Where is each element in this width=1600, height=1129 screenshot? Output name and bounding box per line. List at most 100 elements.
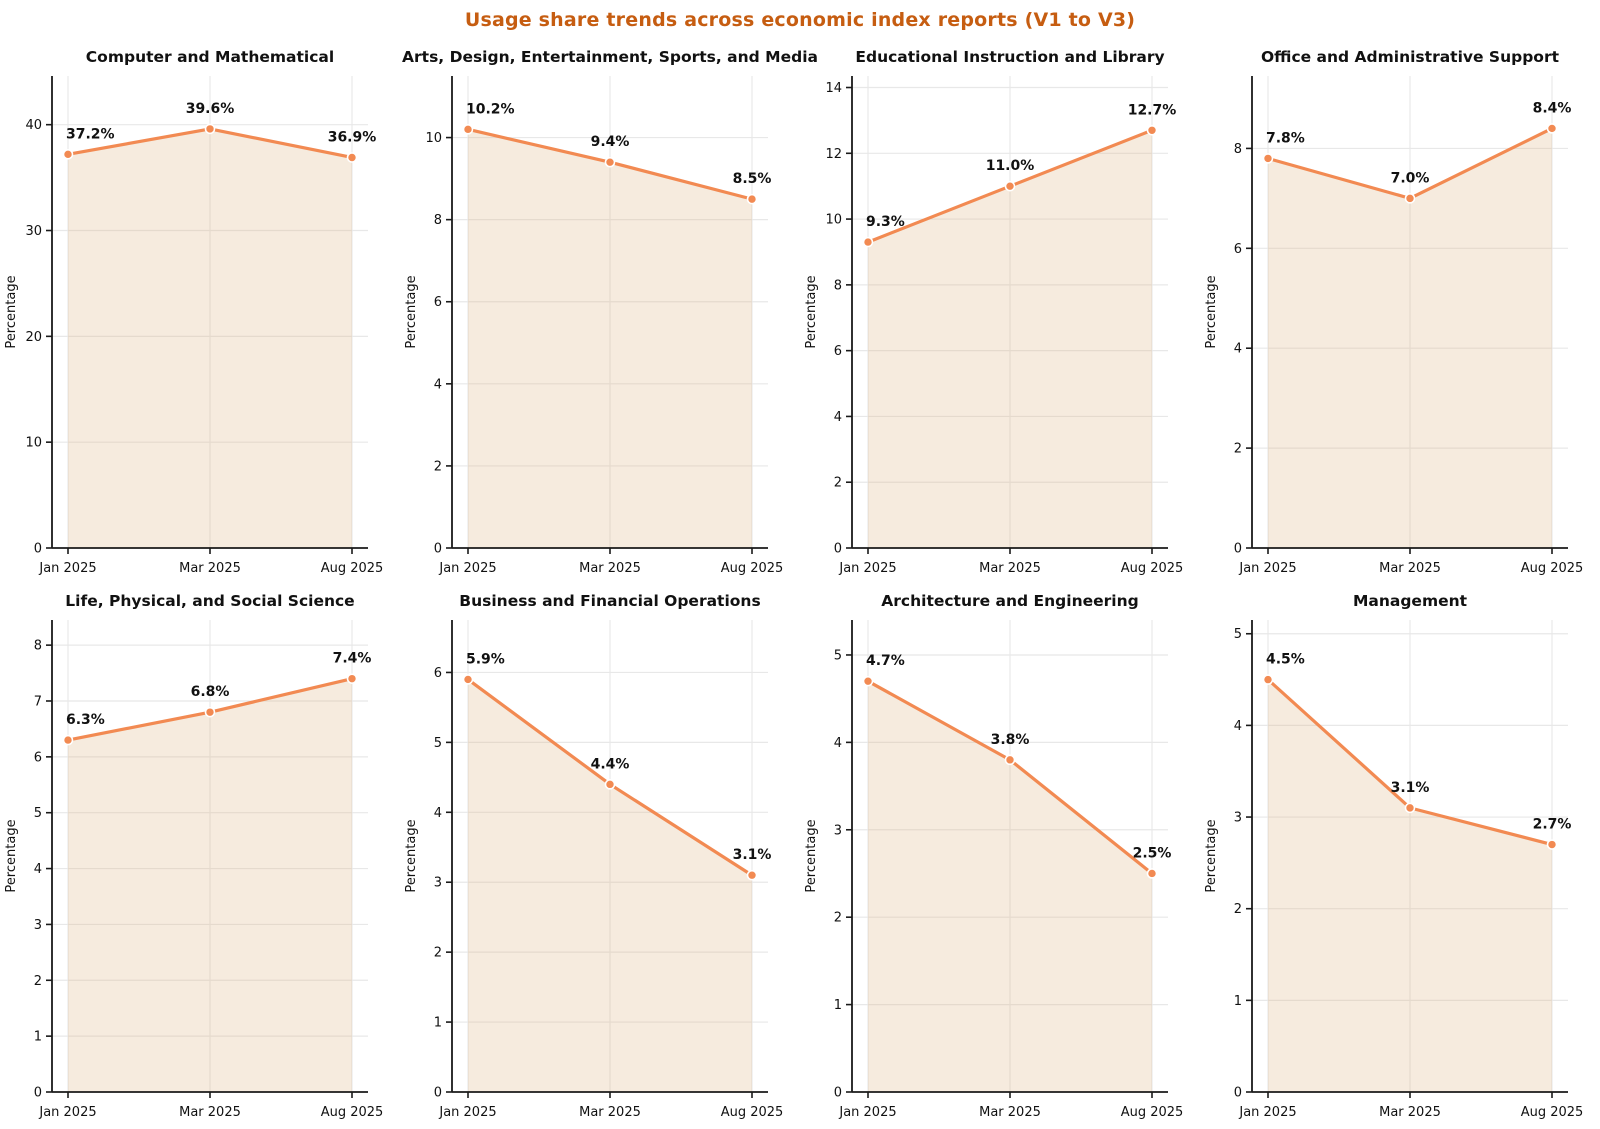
data-point [1004, 754, 1016, 766]
y-tick-label: 0 [434, 542, 442, 557]
y-tick-label: 4 [34, 862, 42, 877]
x-tick-label: Mar 2025 [579, 1105, 641, 1120]
data-point-label: 6.8% [191, 684, 230, 700]
subplot-business-and-financial-operations: 0 1 2 3 4 5 6 Jan 2025 Mar 2025 Aug 2025 5.9% 4.4% 3… [400, 584, 800, 1128]
subplot-architecture-and-engineering: 0 1 2 3 4 5 Jan 2025 Mar 2025 Aug 2025 4.7% 3.8% 2.… [800, 584, 1200, 1128]
data-point-label: 8.4% [1533, 100, 1572, 116]
y-tick-label: 5 [34, 806, 42, 821]
y-tick-label: 1 [1234, 994, 1242, 1009]
y-tick-label: 4 [434, 806, 442, 821]
y-tick-label: 8 [34, 639, 42, 654]
y-tick-label: 4 [434, 377, 442, 392]
y-axis-label: Percentage [1204, 275, 1219, 348]
y-tick-label: 2 [834, 911, 842, 926]
y-axis-label: Percentage [4, 819, 19, 892]
data-point [1262, 674, 1274, 685]
data-point [1004, 180, 1016, 192]
data-point [62, 734, 74, 746]
data-point-label: 3.8% [991, 732, 1030, 748]
x-tick-label: Mar 2025 [979, 1105, 1041, 1120]
y-axis-label: Percentage [404, 819, 419, 892]
x-tick-label: Mar 2025 [1379, 561, 1441, 576]
x-tick-label: Jan 2025 [838, 1105, 896, 1120]
data-point-label: 9.3% [866, 214, 905, 230]
data-point [604, 156, 616, 168]
y-tick-label: 0 [834, 1086, 842, 1101]
area-fill [868, 130, 1152, 548]
y-tick-label: 8 [434, 213, 442, 228]
data-point [462, 124, 474, 135]
x-tick-label: Jan 2025 [38, 1105, 96, 1120]
y-tick-label: 0 [1234, 1086, 1242, 1101]
x-tick-label: Jan 2025 [38, 561, 96, 576]
y-axis-label: Percentage [404, 275, 419, 348]
data-point [1146, 868, 1158, 879]
y-tick-label: 0 [834, 542, 842, 557]
area-fill [1268, 128, 1552, 548]
x-tick-label: Aug 2025 [1121, 1105, 1184, 1120]
y-tick-label: 40 [25, 118, 42, 133]
y-tick-label: 30 [25, 224, 42, 239]
y-tick-label: 2 [1234, 442, 1242, 457]
x-tick-label: Aug 2025 [1521, 561, 1584, 576]
y-tick-label: 1 [34, 1030, 42, 1045]
y-axis-label: Percentage [4, 275, 19, 348]
data-point-label: 10.2% [466, 101, 515, 117]
data-point-label: 8.5% [733, 171, 772, 187]
y-tick-label: 5 [434, 736, 442, 751]
data-point-label: 4.4% [591, 756, 630, 772]
y-tick-label: 4 [834, 736, 842, 751]
data-point-label: 37.2% [66, 126, 115, 142]
subplot-educational-instruction-and-library: 0 2 4 6 8 10 12 14 Jan 2025 Mar 2025 Aug 2025 9.3% 1… [800, 40, 1200, 584]
data-point-label: 7.0% [1391, 170, 1430, 186]
subplot-title: Architecture and Engineering [881, 592, 1138, 610]
x-tick-label: Jan 2025 [838, 561, 896, 576]
x-tick-label: Aug 2025 [321, 1105, 384, 1120]
y-tick-label: 4 [834, 410, 842, 425]
subplot-management: 0 1 2 3 4 5 Jan 2025 Mar 2025 Aug 2025 4.5% 3.1% 2.… [1200, 584, 1600, 1128]
data-point-label: 4.7% [866, 653, 905, 669]
y-tick-label: 2 [434, 459, 442, 474]
data-point-label: 2.5% [1133, 845, 1172, 861]
data-point [746, 869, 758, 881]
area-fill [468, 679, 752, 1092]
y-tick-label: 1 [834, 998, 842, 1013]
subplot-title: Computer and Mathematical [86, 48, 334, 66]
data-point [1404, 193, 1416, 204]
y-axis-label: Percentage [804, 819, 819, 892]
y-tick-label: 3 [34, 918, 42, 933]
subplot-title: Business and Financial Operations [459, 592, 760, 610]
subplot-arts-design-entertainment-sports-and-media: 0 2 4 6 8 10 Jan 2025 Mar 2025 Aug 2025 10.2% 9.4%… [400, 40, 818, 584]
y-axis-label: Percentage [804, 275, 819, 348]
y-tick-label: 6 [1234, 242, 1242, 257]
data-point-label: 12.7% [1128, 102, 1177, 118]
area-fill [68, 128, 352, 548]
y-tick-label: 7 [34, 694, 42, 709]
y-tick-label: 4 [1234, 342, 1242, 357]
subplot-canvas-educational-instruction-and-library: 0 2 4 6 8 10 12 14 Jan 2025 Mar 2025 Aug 2025 9.3% 1… [804, 48, 1183, 576]
y-tick-label: 0 [34, 542, 42, 557]
subplot-canvas-life-physical-and-social-science: 0 1 2 3 4 5 6 7 8 Jan 2025 Mar 2025 Aug 2025 6.3% 6.8… [4, 592, 384, 1120]
y-tick-label: 14 [825, 81, 842, 96]
y-tick-label: 0 [34, 1086, 42, 1101]
subplot-canvas-business-and-financial-operations: 0 1 2 3 4 5 6 Jan 2025 Mar 2025 Aug 2025 5.9% 4.4% 3… [404, 592, 783, 1120]
data-point-label: 11.0% [986, 158, 1035, 174]
y-tick-label: 2 [1234, 902, 1242, 917]
subplot-title: Office and Administrative Support [1261, 48, 1560, 66]
y-tick-label: 6 [34, 750, 42, 765]
y-tick-label: 3 [434, 876, 442, 891]
charts-grid: 0 10 20 30 40 Jan 2025 Mar 2025 Aug 2025 37.2% 39… [0, 40, 1600, 1128]
subplot-canvas-architecture-and-engineering: 0 1 2 3 4 5 Jan 2025 Mar 2025 Aug 2025 4.7% 3.8% 2.… [804, 592, 1184, 1120]
data-point [862, 236, 874, 248]
data-point [1404, 802, 1416, 814]
y-tick-label: 8 [1234, 142, 1242, 157]
data-point-label: 3.1% [733, 847, 772, 863]
page-title: Usage share trends across economic index… [464, 9, 1136, 31]
x-tick-label: Mar 2025 [979, 561, 1041, 576]
y-tick-label: 1 [434, 1016, 442, 1031]
data-point-label: 5.9% [466, 651, 505, 667]
x-tick-label: Mar 2025 [179, 561, 241, 576]
x-tick-label: Aug 2025 [321, 561, 384, 576]
x-tick-label: Mar 2025 [179, 1105, 241, 1120]
data-point-label: 7.8% [1266, 130, 1305, 146]
